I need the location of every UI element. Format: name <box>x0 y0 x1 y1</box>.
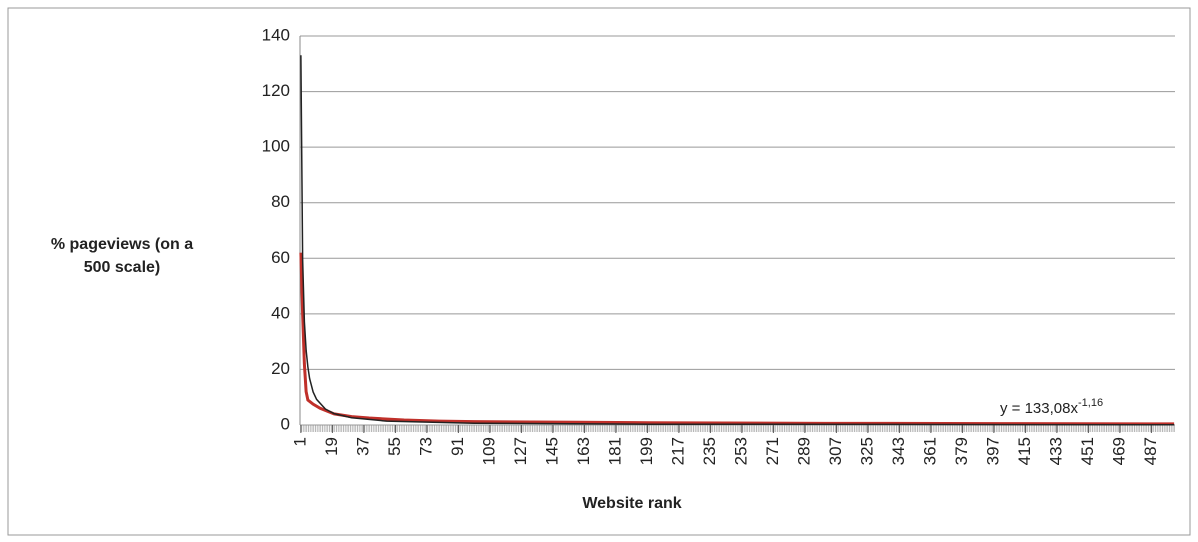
x-tick-label: 451 <box>1078 437 1097 465</box>
x-tick-label: 19 <box>322 437 341 456</box>
equation-base: y = 133,08x <box>1000 400 1078 417</box>
x-tick-label: 343 <box>889 437 908 465</box>
chart-frame <box>7 7 1191 536</box>
x-tick-label: 127 <box>511 437 530 465</box>
x-tick-label: 235 <box>700 437 719 465</box>
y-axis-label: % pageviews (on a <box>51 236 193 253</box>
x-tick-label: 325 <box>857 437 876 465</box>
x-tick-label: 199 <box>637 437 656 465</box>
x-tick-label: 397 <box>983 437 1002 465</box>
x-tick-label: 415 <box>1015 437 1034 465</box>
x-tick-label: 1 <box>290 437 309 446</box>
data-line <box>299 252 1175 426</box>
x-tick-label: 361 <box>920 437 939 465</box>
y-tick-label: 20 <box>271 359 290 378</box>
y-tick-label: 60 <box>271 248 290 267</box>
y-tick-label: 140 <box>262 25 290 44</box>
y-tick-label: 40 <box>271 303 290 322</box>
x-tick-label: 487 <box>1141 437 1160 465</box>
x-tick-label: 271 <box>763 437 782 465</box>
x-tick-label: 109 <box>479 437 498 465</box>
x-tick-label: 469 <box>1109 437 1128 465</box>
x-tick-label: 307 <box>826 437 845 465</box>
equation-exponent: -1,16 <box>1078 397 1103 409</box>
x-tick-label: 289 <box>794 437 813 465</box>
y-axis-label: 500 scale) <box>84 259 161 276</box>
x-tick-label: 253 <box>731 437 750 465</box>
x-tick-label: 181 <box>605 437 624 465</box>
y-tick-label: 100 <box>262 137 290 156</box>
x-tick-label: 433 <box>1046 437 1065 465</box>
x-tick-label: 37 <box>353 437 372 456</box>
x-tick-label: 55 <box>385 437 404 456</box>
minor-ticks <box>300 425 1175 432</box>
x-tick-label: 145 <box>542 437 561 465</box>
x-tick-label: 379 <box>952 437 971 465</box>
x-tick-label: 91 <box>448 437 467 456</box>
data-line <box>300 55 1175 426</box>
x-tick-label: 217 <box>668 437 687 465</box>
y-tick-label: 120 <box>262 81 290 100</box>
x-tick-label: 73 <box>416 437 435 456</box>
x-axis-label: Website rank <box>582 495 681 512</box>
trendline-equation: y = 133,08x-1,16 <box>1000 397 1103 417</box>
y-tick-label: 80 <box>271 192 290 211</box>
x-tick-label: 163 <box>574 437 593 465</box>
y-tick-label: 0 <box>281 414 290 433</box>
